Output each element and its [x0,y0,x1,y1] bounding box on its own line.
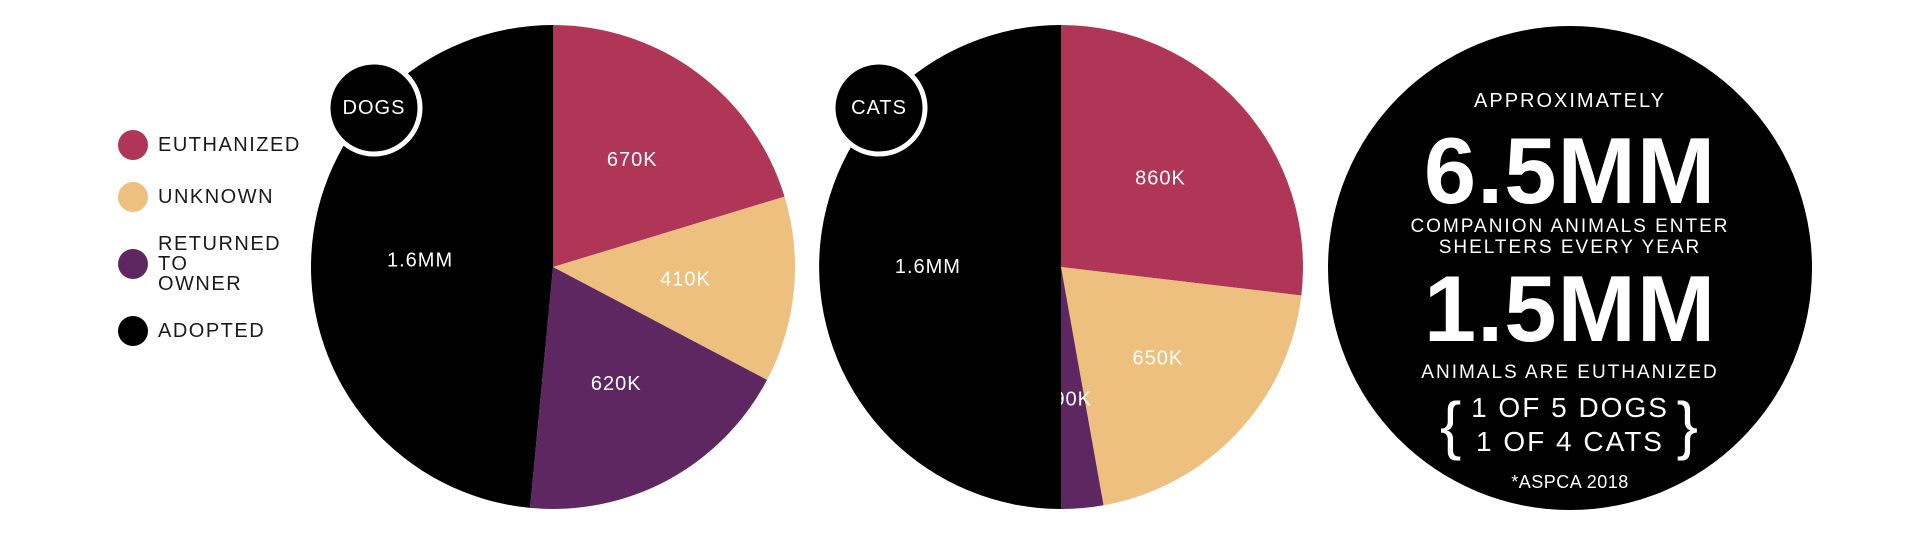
dogs-slice-euthanized [553,25,785,267]
cats-title-badge [830,59,928,157]
legend-swatch-euthanized [118,130,148,160]
legend-item-euthanized: EUTHANIZED [118,130,301,160]
stats-ratio-dogs: 1 OF 5 DOGS [1471,392,1669,423]
cats-slice-unknown [1061,267,1302,506]
stats-total-description-line2: SHELTERS EVERY YEAR [1438,237,1702,258]
legend-label-returned-to-owner: RETURNED TO OWNER [158,233,282,295]
legend-swatch-adopted [118,316,148,346]
dogs-title-badge [325,59,423,157]
cats-slice-returned-to-owner [1061,267,1104,509]
stats-ratios: { 1 OF 5 DOGS 1 OF 4 CATS } [1440,390,1700,464]
dogs-label-adopted: 1.6MM [387,250,453,272]
cats-title: CATS [851,97,907,119]
stats-euthanized-description: ANIMALS ARE EUTHANIZED [1421,362,1719,383]
legend: EUTHANIZED UNKNOWN RETURNED TO OWNER ADO… [118,130,301,368]
cats-label-returned-to-owner: 90K [1053,389,1092,411]
legend-label-euthanized: EUTHANIZED [158,134,301,156]
dogs-slice-unknown [553,196,796,380]
legend-swatch-unknown [118,182,148,212]
legend-item-adopted: ADOPTED [118,316,301,346]
cats-slice-euthanized [1061,25,1303,296]
dogs-label-unknown: 410K [660,269,711,291]
stats-total-description: COMPANION ANIMALS ENTER SHELTERS EVERY Y… [1328,216,1812,258]
cats-label-euthanized: 860K [1135,168,1186,190]
dogs-label-euthanized: 670K [607,149,658,171]
brace-close: } [1676,389,1700,461]
dogs-slice-returned-to-owner [529,267,768,509]
cats-label-adopted: 1.6MM [895,256,961,278]
dogs-label-returned-to-owner: 620K [591,373,642,395]
legend-item-returned-to-owner: RETURNED TO OWNER [118,234,301,294]
stats-approximately: APPROXIMATELY [1474,90,1666,112]
stats-circle: APPROXIMATELY 6.5MM COMPANION ANIMALS EN… [1328,26,1812,510]
stats-total-description-line1: COMPANION ANIMALS ENTER [1410,216,1730,237]
stats-ratio-cats: 1 OF 4 CATS [1476,426,1664,457]
cats-label-unknown: 650K [1132,347,1183,369]
legend-item-unknown: UNKNOWN [118,182,301,212]
legend-swatch-returned-to-owner [118,249,148,279]
legend-label-adopted: ADOPTED [158,320,266,342]
brace-open: { [1440,389,1464,461]
stats-total-number: 6.5MM [1423,118,1717,223]
stats-source: *ASPCA 2018 [1511,472,1629,492]
legend-label-unknown: UNKNOWN [158,186,275,208]
stats-euthanized-number: 1.5MM [1423,256,1717,361]
dogs-title: DOGS [343,97,406,119]
